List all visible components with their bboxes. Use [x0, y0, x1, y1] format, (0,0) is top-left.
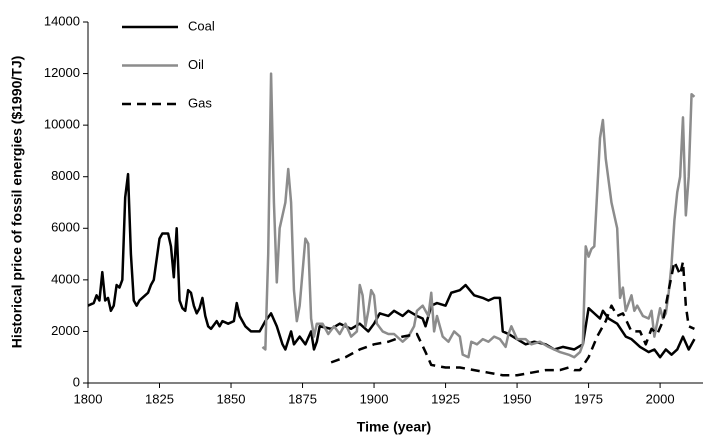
x-axis-label: Time (year) — [357, 419, 431, 435]
y-tick-label: 8000 — [51, 168, 80, 183]
x-tick-label: 1975 — [574, 391, 603, 406]
series-line — [87, 172, 696, 359]
y-tick-label: 14000 — [44, 13, 80, 28]
x-tick-label: 1825 — [145, 391, 174, 406]
x-tick-label: 1875 — [288, 391, 317, 406]
x-tick-label: 1950 — [503, 391, 532, 406]
legend-label: Gas — [188, 95, 212, 110]
y-axis-label: Historical price of fossil energies ($19… — [9, 56, 25, 349]
y-tick-label: 0 — [73, 374, 80, 389]
legend-label: Oil — [188, 57, 204, 72]
y-tick-label: 6000 — [51, 220, 80, 235]
y-tick-label: 4000 — [51, 271, 80, 286]
x-tick-label: 1800 — [74, 391, 103, 406]
x-tick-label: 1850 — [217, 391, 246, 406]
series-line — [330, 260, 695, 377]
y-tick-label: 2000 — [51, 323, 80, 338]
x-tick-label: 2000 — [646, 391, 675, 406]
legend-label: Coal — [188, 18, 215, 33]
y-tick-label: 10000 — [44, 117, 80, 132]
x-tick-label: 1925 — [431, 391, 460, 406]
x-tick-label: 1900 — [360, 391, 389, 406]
y-tick-label: 12000 — [44, 65, 80, 80]
series-line — [261, 72, 696, 359]
